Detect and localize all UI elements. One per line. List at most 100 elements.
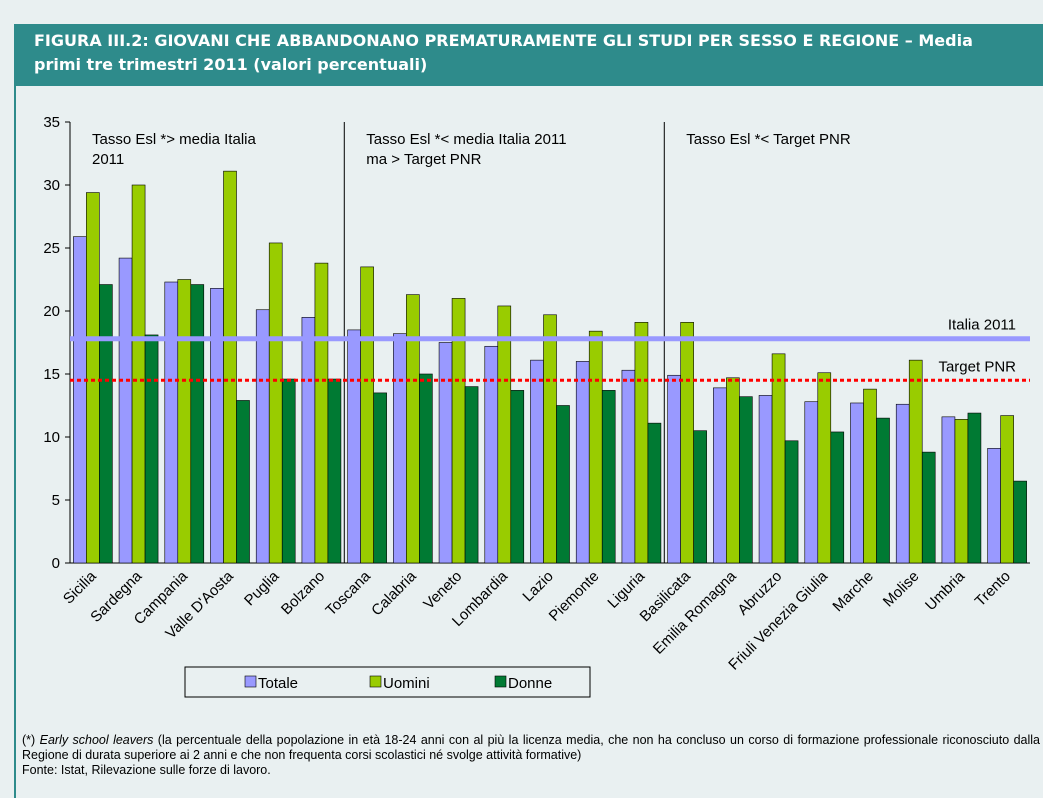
- bar: [281, 378, 296, 564]
- chart-subtitle: – Media primi tre trimestri 2011 (valori…: [34, 31, 973, 74]
- bar: [784, 440, 799, 564]
- bar: [895, 403, 910, 564]
- bar: [255, 309, 270, 564]
- bar: [510, 390, 525, 564]
- bar: [739, 396, 753, 564]
- bar: [575, 361, 590, 564]
- bar: [144, 334, 159, 564]
- group-label: Tasso Esl *> media Italia: [92, 131, 256, 148]
- bar: [647, 422, 662, 564]
- x-tick-label: Toscana: [322, 567, 374, 619]
- x-tick-label: Calabria: [368, 567, 420, 619]
- bar: [360, 266, 374, 564]
- x-tick-label: Sicilia: [60, 567, 100, 607]
- bar: [131, 184, 146, 564]
- bar: [268, 242, 283, 564]
- bar: [987, 448, 1001, 564]
- footnote-marker: (*): [22, 733, 36, 747]
- y-tick-label: 25: [43, 240, 60, 257]
- bar: [118, 257, 133, 564]
- bar: [73, 236, 87, 564]
- bar: [438, 342, 453, 564]
- bar: [726, 377, 740, 564]
- bar: [406, 294, 420, 564]
- bar: [373, 392, 387, 564]
- bar: [347, 329, 361, 564]
- reference-label: Italia 2011: [948, 317, 1016, 334]
- bar: [223, 170, 237, 564]
- x-tick-label: Veneto: [420, 568, 465, 613]
- y-tick-label: 15: [43, 366, 60, 383]
- x-tick-label: Emilia Romagna: [650, 567, 740, 657]
- bar: [530, 359, 544, 564]
- bar: [713, 387, 727, 564]
- bar: [1000, 415, 1014, 564]
- x-tick-label: Liguria: [604, 567, 648, 611]
- bar: [634, 322, 649, 564]
- bar: [601, 390, 616, 564]
- bar: [210, 288, 224, 564]
- bar: [921, 451, 936, 564]
- bar: [164, 281, 179, 564]
- legend-swatch: [244, 675, 257, 688]
- bar: [908, 359, 923, 564]
- bar: [830, 431, 845, 564]
- legend-label: Uomini: [383, 675, 430, 692]
- x-tick-label: Trento: [972, 568, 1014, 610]
- y-tick-label: 30: [43, 177, 60, 194]
- footnote: (*) Early school leavers (la percentuale…: [22, 733, 1040, 778]
- bar: [954, 419, 969, 564]
- bar: [817, 372, 832, 564]
- bar: [588, 330, 603, 564]
- bar: [876, 417, 890, 564]
- footnote-text: (la percentuale della popolazione in età…: [22, 733, 1040, 762]
- group-label: 2011: [92, 151, 124, 168]
- header: FIGURA III.2: GIOVANI CHE ABBANDONANO PR…: [14, 24, 1043, 86]
- group-label: Tasso Esl *< media Italia 2011: [366, 131, 566, 148]
- bar: [967, 412, 982, 564]
- legend-label: Donne: [508, 675, 552, 692]
- y-tick-label: 0: [52, 555, 60, 572]
- bar: [393, 333, 407, 564]
- x-tick-label: Puglia: [241, 567, 283, 609]
- bar: [543, 314, 557, 564]
- bar: [863, 388, 877, 564]
- bar: [177, 279, 192, 564]
- bar: [680, 322, 694, 564]
- bar: [327, 378, 342, 564]
- bar: [497, 305, 512, 564]
- y-tick-label: 35: [43, 114, 60, 131]
- x-tick-label: Lazio: [519, 568, 556, 605]
- bar: [1013, 480, 1027, 564]
- bar: [86, 192, 100, 564]
- chart: 0 5 10 15 20 25 30 35 Tasso Esl *> media Italia 2…: [43, 114, 1030, 698]
- footnote-term: Early school leavers: [39, 733, 154, 747]
- bar: [758, 395, 773, 564]
- frame: [14, 86, 16, 798]
- group-label: Tasso Esl *< Target PNR: [686, 131, 851, 148]
- bar: [693, 430, 707, 564]
- bar: [850, 402, 864, 564]
- bar: [99, 284, 113, 564]
- bar: [314, 262, 329, 564]
- y-tick-label: 10: [43, 429, 60, 446]
- bar: [464, 386, 479, 564]
- reference-label: Target PNR: [938, 358, 1016, 375]
- bar: [667, 374, 681, 564]
- y-tick-label: 5: [52, 492, 60, 509]
- x-tick-label: Piemonte: [546, 568, 603, 625]
- x-tick-label: Bolzano: [278, 568, 328, 618]
- bar: [771, 353, 786, 564]
- x-tick-label: Molise: [880, 568, 923, 611]
- chart-title: FIGURA III.2: GIOVANI CHE ABBANDONANO PR…: [34, 31, 900, 50]
- legend: Totale Uomini Donne: [184, 666, 591, 698]
- bar: [804, 401, 819, 564]
- bar: [941, 416, 956, 564]
- source: Fonte: Istat, Rilevazione sulle forze di…: [22, 763, 271, 777]
- legend-swatch: [494, 675, 507, 688]
- bar: [301, 316, 316, 564]
- group-label: ma > Target PNR: [366, 151, 481, 168]
- bar: [484, 345, 499, 564]
- x-tick-label: Marche: [829, 568, 876, 615]
